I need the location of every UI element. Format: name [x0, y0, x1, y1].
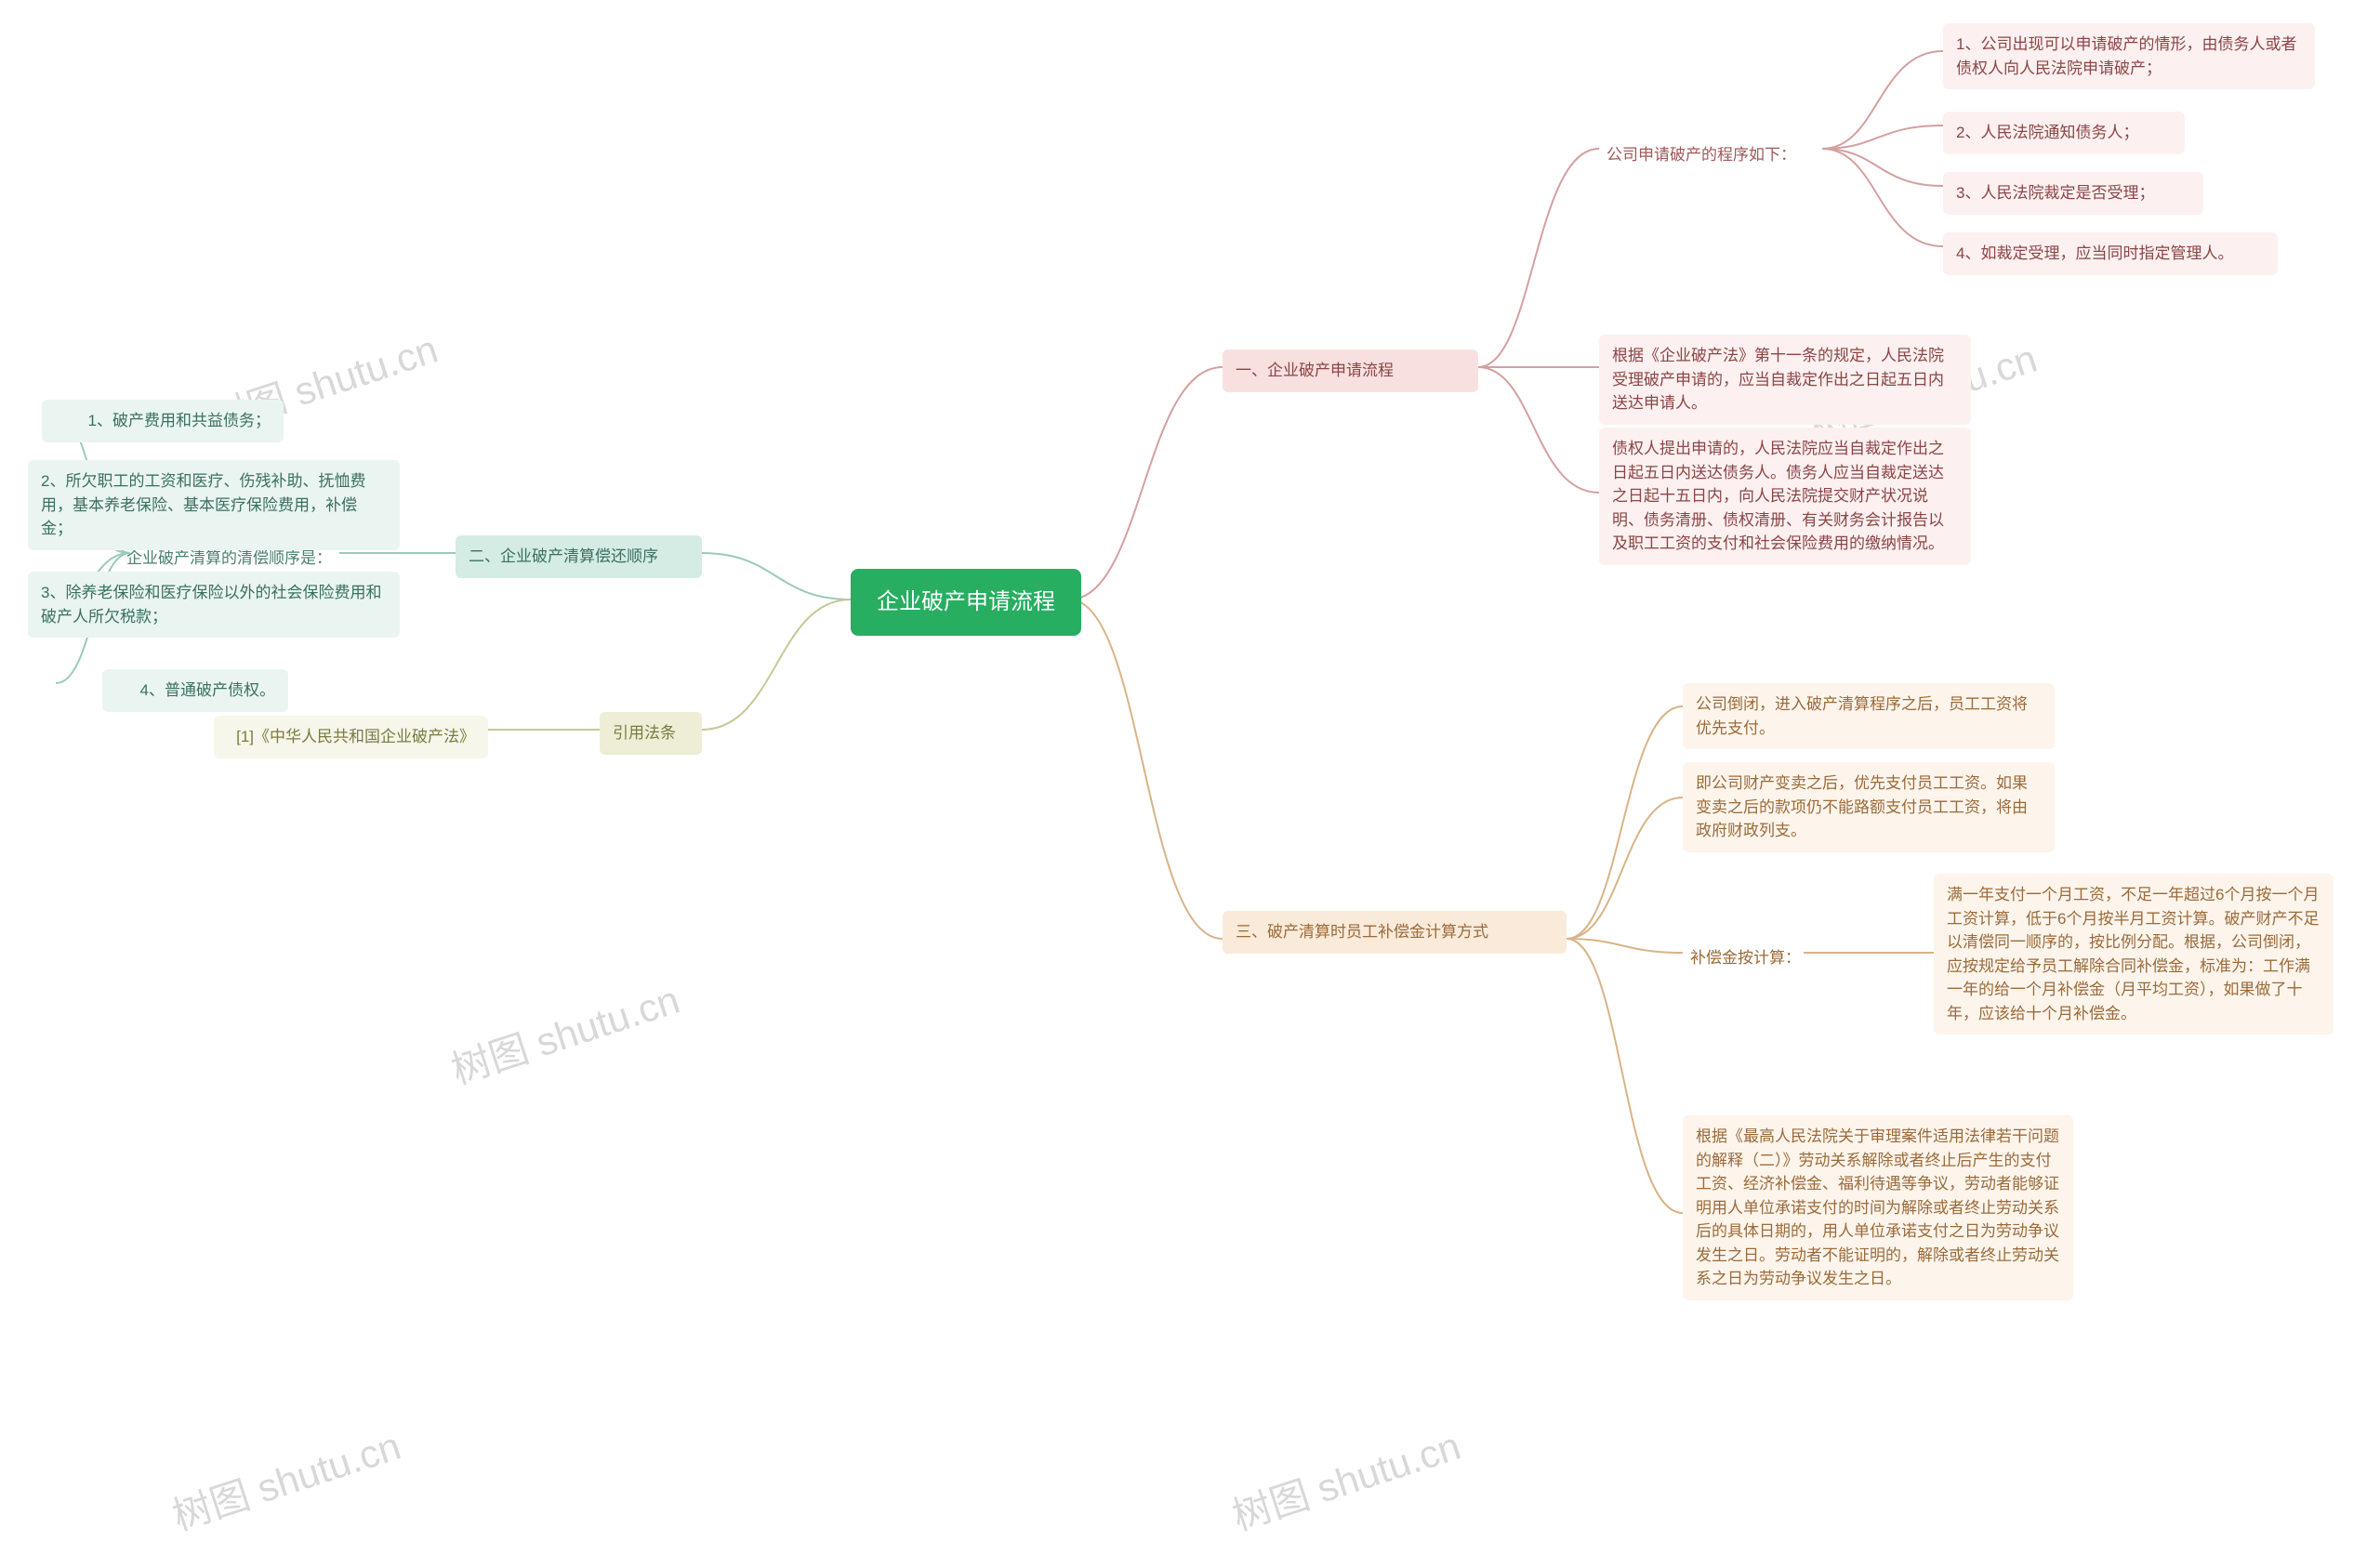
branch-3-leaf-top-1: 公司倒闭，进入破产清算程序之后，员工工资将优先支付。: [1683, 683, 2055, 749]
branch-1-leaf-4: 4、如裁定受理，应当同时指定管理人。: [1943, 232, 2278, 275]
branch-1: 一、企业破产申请流程: [1223, 349, 1478, 392]
branch-3: 三、破产清算时员工补偿金计算方式: [1223, 911, 1567, 954]
branch-4-leaf: [1]《中华人民共和国企业破产法》: [214, 716, 488, 758]
branch-4: 引用法条: [600, 712, 702, 755]
branch-1-mid: 公司申请破产的程序如下：: [1599, 138, 1804, 173]
branch-1-direct-2: 债权人提出申请的，人民法院应当自裁定作出之日起五日内送达债务人。债务人应当自裁定…: [1599, 428, 1971, 565]
watermark: 树图 shutu.cn: [1224, 1415, 1467, 1542]
branch-2-leaf-2: 2、所欠职工的工资和医疗、伤残补助、抚恤费用，基本养老保险、基本医疗保险费用，补…: [28, 460, 400, 550]
branch-1-leaf-1: 1、公司出现可以申请破产的情形，由债务人或者债权人向人民法院申请破产；: [1943, 23, 2315, 89]
branch-3-leaf-top-2: 即公司财产变卖之后，优先支付员工工资。如果变卖之后的款项仍不能路额支付员工工资，…: [1683, 762, 2055, 852]
branch-3-leaf-bottom: 根据《最高人民法院关于审理案件适用法律若干问题的解释（二）》劳动关系解除或者终止…: [1683, 1115, 2073, 1300]
root-node: 企业破产申请流程: [851, 569, 1081, 636]
branch-2-leaf-4: 4、普通破产债权。: [102, 669, 288, 712]
watermark: 树图 shutu.cn: [165, 1415, 407, 1542]
branch-1-direct-1: 根据《企业破产法》第十一条的规定，人民法院受理破产申请的，应当自裁定作出之日起五…: [1599, 335, 1971, 425]
branch-2-leaf-1: 1、破产费用和共益债务；: [42, 400, 284, 442]
branch-3-mid-leaf: 满一年支付一个月工资，不足一年超过6个月按一个月工资计算，低于6个月按半月工资计…: [1934, 874, 2334, 1035]
branch-1-leaf-2: 2、人民法院通知债务人；: [1943, 112, 2185, 154]
branch-2: 二、企业破产清算偿还顺序: [456, 535, 702, 578]
branch-3-mid: 补偿金按计算：: [1683, 941, 1808, 976]
branch-2-leaf-3: 3、除养老保险和医疗保险以外的社会保险费用和破产人所欠税款；: [28, 572, 400, 638]
watermark: 树图 shutu.cn: [443, 969, 686, 1096]
branch-1-leaf-3: 3、人民法院裁定是否受理；: [1943, 172, 2203, 215]
